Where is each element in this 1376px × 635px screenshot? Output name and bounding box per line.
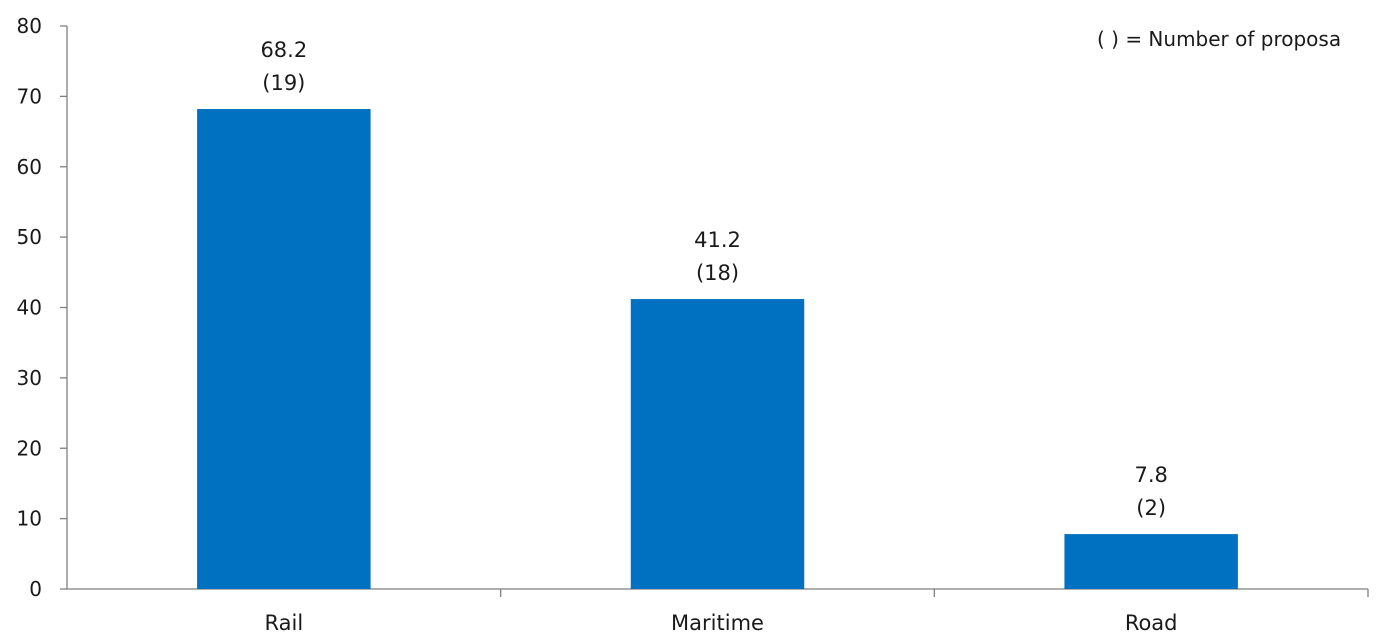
value-label: 41.2 — [694, 228, 741, 252]
y-tick-label: 80 — [17, 14, 42, 38]
bar-road — [1064, 534, 1238, 589]
y-tick-label: 10 — [17, 507, 42, 531]
y-axis: 0 10 20 30 40 50 60 70 80 — [17, 14, 68, 601]
bars — [197, 109, 1238, 589]
proposal-count-note: ( ) = Number of proposa — [1097, 27, 1341, 51]
y-tick-label: 70 — [17, 84, 42, 108]
bar-rail — [197, 109, 371, 589]
x-tick-label: Road — [1125, 611, 1178, 635]
y-tick-label: 30 — [17, 366, 42, 390]
y-tick-label: 0 — [29, 577, 42, 601]
count-label: (18) — [696, 261, 739, 285]
data-labels: 68.2 (19) 41.2 (18) 7.8 (2) — [260, 38, 1167, 520]
y-tick-label: 50 — [17, 225, 42, 249]
x-axis: Rail Maritime Road — [67, 588, 1369, 635]
y-tick-label: 40 — [17, 296, 42, 320]
count-label: (2) — [1136, 496, 1166, 520]
value-label: 7.8 — [1134, 463, 1167, 487]
bar-maritime — [630, 299, 805, 589]
x-tick-label: Maritime — [671, 611, 764, 635]
value-label: 68.2 — [260, 38, 307, 62]
y-tick-label: 20 — [17, 436, 42, 460]
y-tick-label: 60 — [17, 155, 42, 179]
count-label: (19) — [262, 71, 305, 95]
x-tick-label: Rail — [264, 611, 303, 635]
